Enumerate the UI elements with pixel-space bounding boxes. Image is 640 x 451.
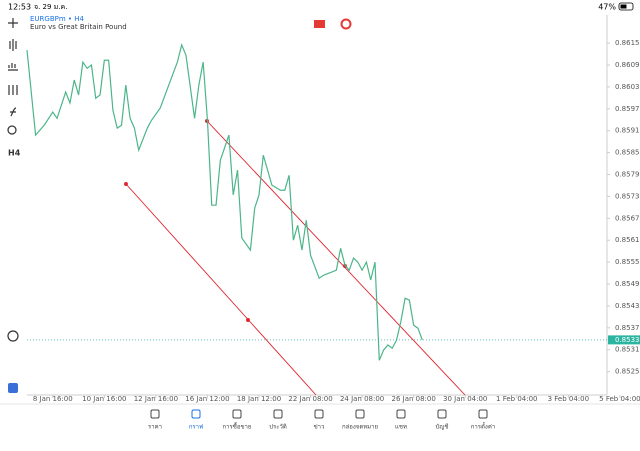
nav-icon[interactable] bbox=[437, 409, 447, 419]
nav-label[interactable]: การซื้อขาย bbox=[223, 421, 252, 431]
one-click-button[interactable] bbox=[340, 18, 352, 30]
status-date: จ. 29 ม.ค. bbox=[34, 3, 67, 11]
nav-label[interactable]: กราฟ bbox=[189, 424, 203, 431]
trend-anchor[interactable] bbox=[124, 182, 128, 186]
price-line bbox=[26, 43, 423, 361]
x-tick-label: 30 Jan 04:00 bbox=[443, 395, 487, 403]
trend-lines bbox=[124, 119, 466, 396]
x-tick-label: 8 Jan 16:00 bbox=[33, 395, 73, 403]
nav-label[interactable]: ราคา bbox=[148, 424, 162, 431]
nav-label[interactable]: ข่าว bbox=[314, 424, 325, 431]
x-tick-label: 10 Jan 16:00 bbox=[82, 395, 126, 403]
nav-icon[interactable] bbox=[478, 409, 488, 419]
x-tick-label: 24 Jan 08:00 bbox=[340, 395, 384, 403]
sell-button[interactable] bbox=[314, 20, 325, 28]
trend-line bbox=[206, 120, 466, 396]
nav-label[interactable]: ประวัติ bbox=[269, 424, 287, 431]
nav-icon[interactable] bbox=[232, 409, 242, 419]
nav-icon[interactable] bbox=[191, 409, 201, 419]
chart-type-tool[interactable] bbox=[9, 39, 17, 51]
nav-icon[interactable] bbox=[150, 409, 160, 419]
volume-tool[interactable] bbox=[8, 63, 18, 71]
timeframe-button[interactable]: H4 bbox=[8, 149, 21, 158]
crosshair-tool[interactable] bbox=[8, 18, 18, 28]
nav-icon[interactable] bbox=[355, 409, 365, 419]
status-battery: 47% bbox=[598, 3, 616, 12]
x-tick-label: 3 Feb 04:00 bbox=[548, 395, 589, 403]
objects-tool[interactable] bbox=[7, 125, 17, 135]
zoom-tool[interactable] bbox=[7, 330, 19, 342]
left-toolbar bbox=[7, 18, 19, 342]
current-price-tag bbox=[608, 335, 640, 345]
app-icon bbox=[8, 383, 18, 393]
trend-line bbox=[125, 183, 317, 396]
function-tool[interactable] bbox=[10, 107, 17, 117]
nav-icon[interactable] bbox=[396, 409, 406, 419]
nav-icon[interactable] bbox=[273, 409, 283, 419]
battery-level bbox=[620, 4, 627, 9]
nav-label[interactable]: แชท bbox=[395, 424, 407, 431]
x-tick-label: 26 Jan 08:00 bbox=[392, 395, 436, 403]
battery-icon bbox=[618, 2, 634, 11]
x-tick-label: 5 Feb 04:00 bbox=[599, 395, 640, 403]
nav-label[interactable]: กล่องจดหมาย bbox=[342, 424, 378, 431]
x-tick-label: 22 Jan 08:00 bbox=[288, 395, 332, 403]
chart-title: EURGBPm • H4 bbox=[30, 15, 85, 23]
current-price-label: 0.85337 bbox=[615, 336, 640, 344]
x-tick-label: 16 Jan 12:00 bbox=[185, 395, 229, 403]
x-tick-label: 18 Jan 12:00 bbox=[237, 395, 281, 403]
nav-label[interactable]: การตั้งค่า bbox=[471, 421, 495, 431]
indicators-tool[interactable] bbox=[8, 85, 18, 95]
x-tick-label: 12 Jan 16:00 bbox=[134, 395, 178, 403]
status-time: 12:53 bbox=[8, 3, 31, 12]
y-tick-label: 0.85250 bbox=[615, 368, 640, 376]
nav-label[interactable]: บัญชี bbox=[436, 423, 449, 431]
chart-subtitle: Euro vs Great Britain Pound bbox=[30, 23, 127, 31]
x-tick-label: 1 Feb 04:00 bbox=[496, 395, 537, 403]
trend-anchor[interactable] bbox=[246, 318, 250, 322]
nav-icon[interactable] bbox=[314, 409, 324, 419]
bottom-nav: ราคา กราฟ การซื้อขาย ประวัติ ข่าว กล่องจดหมาย… bbox=[148, 409, 495, 431]
